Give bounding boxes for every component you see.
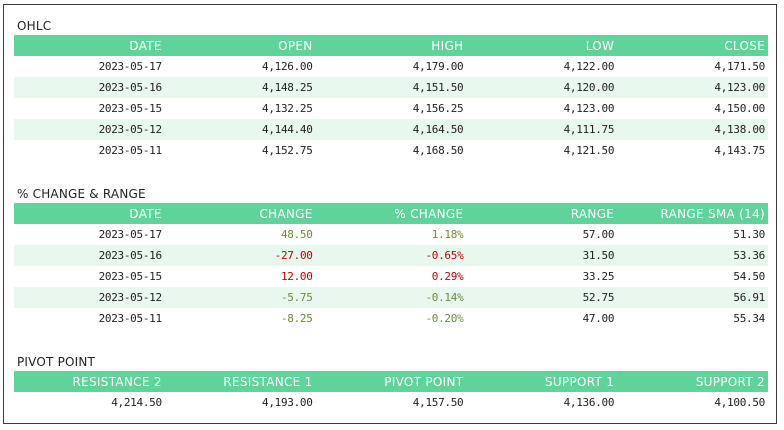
table-row: 2023-05-11 4,152.75 4,168.50 4,121.50 4,… bbox=[14, 140, 768, 161]
cell-date: 2023-05-16 bbox=[14, 245, 165, 266]
table-row: 4,214.50 4,193.00 4,157.50 4,136.00 4,10… bbox=[14, 392, 768, 413]
table-row: 2023-05-15 12.00 0.29% 33.25 54.50 bbox=[14, 266, 768, 287]
cell-range-sma: 54.50 bbox=[733, 270, 765, 283]
header-change: CHANGE bbox=[164, 203, 316, 224]
cell-change: -8.25 bbox=[280, 312, 313, 325]
header-support-1: SUPPORT 1 bbox=[466, 371, 618, 392]
table-row: 2023-05-11 -8.25 -0.20% 47.00 55.34 bbox=[14, 308, 768, 329]
cell-low: 4,121.50 bbox=[563, 144, 615, 157]
change-range-table: DATE CHANGE % CHANGE RANGE RANGE SMA (14… bbox=[14, 203, 768, 329]
cell-close: 4,138.00 bbox=[617, 119, 768, 140]
cell-range-sma: 51.30 bbox=[733, 228, 765, 241]
cell-pct-change: 1.18% bbox=[431, 228, 464, 241]
cell-support-1: 4,136.00 bbox=[563, 396, 615, 409]
cell-change: -5.75 bbox=[164, 287, 316, 308]
cell-low: 4,122.00 bbox=[563, 60, 615, 73]
header-resistance-1: RESISTANCE 1 bbox=[164, 371, 316, 392]
pivot-header-row: RESISTANCE 2 RESISTANCE 1 PIVOT POINT SU… bbox=[14, 371, 768, 392]
table-row: 2023-05-15 4,132.25 4,156.25 4,123.00 4,… bbox=[14, 98, 768, 119]
cell-low: 4,123.00 bbox=[563, 102, 615, 115]
pivot-table: RESISTANCE 2 RESISTANCE 1 PIVOT POINT SU… bbox=[14, 371, 768, 413]
data-panel: OHLC DATE OPEN HIGH LOW CLOSE 2023-05-17… bbox=[3, 4, 777, 424]
header-pct-change: % CHANGE bbox=[315, 203, 467, 224]
ohlc-header-row: DATE OPEN HIGH LOW CLOSE bbox=[14, 35, 768, 56]
cell-low: 4,120.00 bbox=[466, 77, 618, 98]
cell-pct-change: -0.14% bbox=[315, 287, 467, 308]
cell-support-2: 4,100.50 bbox=[714, 396, 765, 409]
cell-pct-change: -0.65% bbox=[315, 245, 467, 266]
pivot-section: PIVOT POINT RESISTANCE 2 RESISTANCE 1 PI… bbox=[14, 353, 768, 413]
cell-date: 2023-05-15 bbox=[98, 270, 163, 283]
cell-close: 4,171.50 bbox=[714, 60, 765, 73]
ohlc-section: OHLC DATE OPEN HIGH LOW CLOSE 2023-05-17… bbox=[14, 17, 768, 161]
header-close: CLOSE bbox=[617, 35, 768, 56]
change-range-title: % CHANGE & RANGE bbox=[17, 187, 146, 201]
header-low: LOW bbox=[466, 35, 618, 56]
cell-range-sma: 55.34 bbox=[733, 312, 765, 325]
cell-range: 47.00 bbox=[582, 312, 615, 325]
cell-range: 52.75 bbox=[466, 287, 618, 308]
table-row: 2023-05-17 48.50 1.18% 57.00 51.30 bbox=[14, 224, 768, 245]
cell-high: 4,164.50 bbox=[315, 119, 467, 140]
cell-pivot-point: 4,157.50 bbox=[412, 396, 464, 409]
cell-date: 2023-05-11 bbox=[98, 312, 163, 325]
header-date: DATE bbox=[14, 35, 165, 56]
cell-range: 31.50 bbox=[466, 245, 618, 266]
cell-range: 57.00 bbox=[582, 228, 615, 241]
pivot-title: PIVOT POINT bbox=[17, 355, 96, 369]
cell-high: 4,179.00 bbox=[412, 60, 464, 73]
header-range: RANGE bbox=[466, 203, 618, 224]
cell-close: 4,150.00 bbox=[714, 102, 765, 115]
cell-close: 4,123.00 bbox=[617, 77, 768, 98]
cell-date: 2023-05-16 bbox=[14, 77, 165, 98]
cell-high: 4,168.50 bbox=[412, 144, 464, 157]
table-row: 2023-05-16 4,148.25 4,151.50 4,120.00 4,… bbox=[14, 77, 768, 98]
cell-date: 2023-05-17 bbox=[98, 228, 163, 241]
header-range-sma: RANGE SMA (14) bbox=[617, 203, 768, 224]
cell-resistance-1: 4,193.00 bbox=[262, 396, 313, 409]
header-support-2: SUPPORT 2 bbox=[617, 371, 768, 392]
cell-date: 2023-05-12 bbox=[14, 287, 165, 308]
cell-open: 4,132.25 bbox=[262, 102, 313, 115]
table-row: 2023-05-12 4,144.40 4,164.50 4,111.75 4,… bbox=[14, 119, 768, 140]
ohlc-table: DATE OPEN HIGH LOW CLOSE 2023-05-17 4,12… bbox=[14, 35, 768, 161]
table-row: 2023-05-12 -5.75 -0.14% 52.75 56.91 bbox=[14, 287, 768, 308]
header-pivot-point: PIVOT POINT bbox=[315, 371, 467, 392]
header-resistance-2: RESISTANCE 2 bbox=[14, 371, 165, 392]
cell-change: -27.00 bbox=[164, 245, 316, 266]
cell-pct-change: 0.29% bbox=[431, 270, 464, 283]
cell-change: 12.00 bbox=[280, 270, 313, 283]
cell-change: 48.50 bbox=[280, 228, 313, 241]
cell-close: 4,143.75 bbox=[714, 144, 765, 157]
cell-range: 33.25 bbox=[582, 270, 615, 283]
table-row: 2023-05-16 -27.00 -0.65% 31.50 53.36 bbox=[14, 245, 768, 266]
ohlc-title: OHLC bbox=[17, 19, 52, 33]
cell-high: 4,156.25 bbox=[412, 102, 464, 115]
cell-date: 2023-05-17 bbox=[98, 60, 163, 73]
table-row: 2023-05-17 4,126.00 4,179.00 4,122.00 4,… bbox=[14, 56, 768, 77]
change-range-header-row: DATE CHANGE % CHANGE RANGE RANGE SMA (14… bbox=[14, 203, 768, 224]
cell-resistance-2: 4,214.50 bbox=[111, 396, 162, 409]
cell-open: 4,144.40 bbox=[164, 119, 316, 140]
cell-open: 4,148.25 bbox=[164, 77, 316, 98]
cell-date: 2023-05-12 bbox=[14, 119, 165, 140]
cell-high: 4,151.50 bbox=[315, 77, 467, 98]
cell-range-sma: 56.91 bbox=[617, 287, 768, 308]
header-high: HIGH bbox=[315, 35, 467, 56]
cell-pct-change: -0.20% bbox=[425, 312, 464, 325]
cell-range-sma: 53.36 bbox=[617, 245, 768, 266]
change-range-section: % CHANGE & RANGE DATE CHANGE % CHANGE RA… bbox=[14, 185, 768, 329]
cell-open: 4,152.75 bbox=[262, 144, 313, 157]
cell-date: 2023-05-11 bbox=[98, 144, 163, 157]
cell-low: 4,111.75 bbox=[466, 119, 618, 140]
header-date: DATE bbox=[14, 203, 165, 224]
cell-date: 2023-05-15 bbox=[98, 102, 163, 115]
cell-open: 4,126.00 bbox=[262, 60, 313, 73]
header-open: OPEN bbox=[164, 35, 316, 56]
